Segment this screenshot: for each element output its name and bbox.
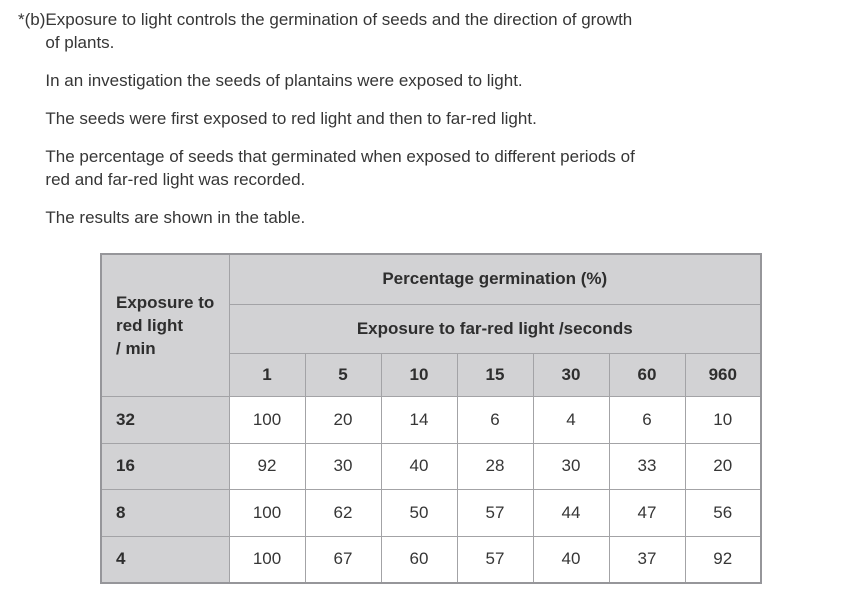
paragraph-line: The seeds were first exposed to red ligh… (45, 109, 537, 128)
corner-header-line: red light (116, 315, 184, 335)
table-row: 4 100 67 60 57 40 37 92 (100, 535, 762, 584)
col-header-cell: 30 (532, 352, 610, 397)
data-cell: 6 (456, 395, 534, 444)
data-cell: 40 (532, 535, 610, 584)
data-cell: 20 (684, 442, 762, 490)
corner-header-cell: Exposure to red light / min (100, 253, 230, 397)
data-cell: 47 (608, 488, 686, 537)
data-cell: 20 (304, 395, 382, 444)
table-row: 16 92 30 40 28 30 33 20 (100, 442, 762, 490)
data-cell: 50 (380, 488, 458, 537)
data-cell: 6 (608, 395, 686, 444)
row-header-cell: 4 (100, 535, 230, 584)
question-text: Exposure to light controls the germinati… (45, 8, 758, 244)
data-cell: 62 (304, 488, 382, 537)
germination-results-table: Exposure to red light / min Percentage g… (100, 253, 762, 584)
paragraph-line: The percentage of seeds that germinated … (45, 147, 635, 166)
data-cell: 40 (380, 442, 458, 490)
row-header-cell: 16 (100, 442, 230, 490)
col-header-cell: 15 (456, 352, 534, 397)
data-cell: 100 (228, 535, 306, 584)
data-cell: 56 (684, 488, 762, 537)
data-cell: 57 (456, 535, 534, 584)
question-label: *(b) (18, 10, 46, 29)
row-header-cell: 8 (100, 488, 230, 537)
paragraph: The seeds were first exposed to red ligh… (45, 107, 758, 130)
col-header-cell: 1 (228, 352, 306, 397)
top-header-cell: Percentage germination (%) (228, 253, 762, 305)
paragraph-line: In an investigation the seeds of plantai… (45, 71, 523, 90)
data-cell: 60 (380, 535, 458, 584)
table-row: 8 100 62 50 57 44 47 56 (100, 488, 762, 537)
data-cell: 100 (228, 488, 306, 537)
question-part-b: *(b) Exposure to light controls the germ… (18, 8, 758, 244)
paragraph: Exposure to light controls the germinati… (45, 8, 758, 54)
data-cell: 14 (380, 395, 458, 444)
corner-header-line: / min (116, 338, 156, 358)
data-cell: 100 (228, 395, 306, 444)
sub-header-cell: Exposure to far-red light /seconds (228, 303, 762, 354)
data-cell: 28 (456, 442, 534, 490)
paragraph-line: Exposure to light controls the germinati… (45, 10, 633, 29)
col-header-cell: 10 (380, 352, 458, 397)
paragraph-line: red and far-red light was recorded. (45, 170, 306, 189)
data-cell: 33 (608, 442, 686, 490)
row-header-cell: 32 (100, 395, 230, 444)
col-header-cell: 5 (304, 352, 382, 397)
paragraph: In an investigation the seeds of plantai… (45, 69, 758, 92)
corner-header-line: Exposure to (116, 292, 215, 312)
data-cell: 57 (456, 488, 534, 537)
col-header-cell: 960 (684, 352, 762, 397)
paragraph: The results are shown in the table. (45, 206, 758, 229)
data-cell: 67 (304, 535, 382, 584)
col-header-cell: 60 (608, 352, 686, 397)
paragraph-line: of plants. (45, 33, 115, 52)
data-cell: 92 (228, 442, 306, 490)
paragraph: The percentage of seeds that germinated … (45, 145, 758, 191)
paragraph-line: The results are shown in the table. (45, 208, 306, 227)
data-cell: 4 (532, 395, 610, 444)
data-cell: 92 (684, 535, 762, 584)
data-cell: 30 (532, 442, 610, 490)
data-cell: 44 (532, 488, 610, 537)
data-cell: 37 (608, 535, 686, 584)
data-cell: 10 (684, 395, 762, 444)
data-cell: 30 (304, 442, 382, 490)
table-row: 32 100 20 14 6 4 6 10 (100, 395, 762, 444)
